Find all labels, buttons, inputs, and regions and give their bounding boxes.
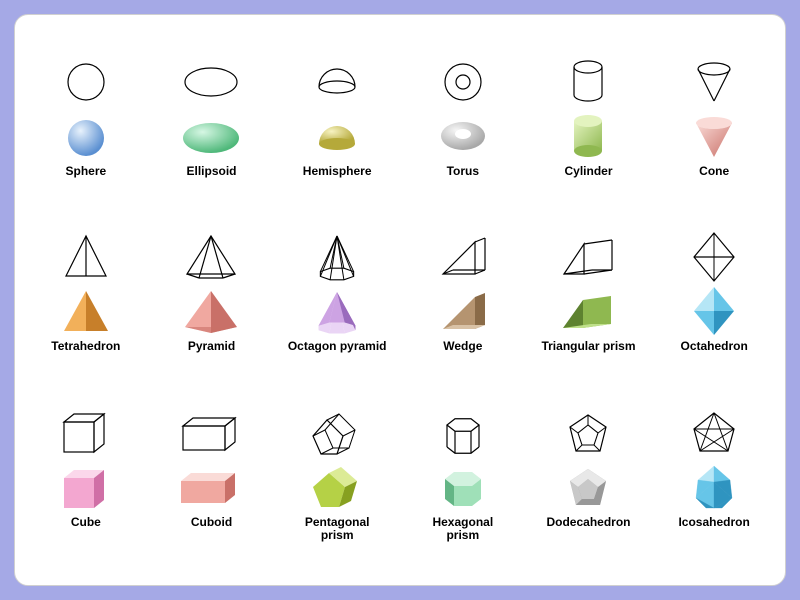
sphere-solid-icon bbox=[25, 109, 147, 163]
shape-label: Pentagonal prism bbox=[305, 516, 370, 542]
triangular-prism-wireframe-icon bbox=[528, 230, 650, 284]
shape-label: Triangular prism bbox=[541, 340, 635, 353]
shape-label: Cuboid bbox=[191, 516, 232, 529]
shape-label: Cone bbox=[699, 165, 729, 178]
shape-label: Wedge bbox=[443, 340, 482, 353]
shape-label: Cylinder bbox=[564, 165, 612, 178]
hexagonal-prism-solid-icon bbox=[402, 460, 524, 514]
shape-label: Icosahedron bbox=[678, 516, 749, 529]
torus-wireframe-icon bbox=[402, 55, 524, 109]
shape-cell-cone: Cone bbox=[651, 53, 777, 228]
cube-solid-icon bbox=[25, 460, 147, 514]
pentagonal-prism-wireframe-icon bbox=[276, 406, 398, 460]
octagon-pyramid-wireframe-icon bbox=[276, 230, 398, 284]
dodecahedron-solid-icon bbox=[528, 460, 650, 514]
wedge-wireframe-icon bbox=[402, 230, 524, 284]
shape-label: Torus bbox=[447, 165, 479, 178]
cuboid-wireframe-icon bbox=[151, 406, 273, 460]
cuboid-solid-icon bbox=[151, 460, 273, 514]
shape-cell-torus: Torus bbox=[400, 53, 526, 228]
octahedron-solid-icon bbox=[653, 284, 775, 338]
hemisphere-solid-icon bbox=[276, 109, 398, 163]
hexagonal-prism-wireframe-icon bbox=[402, 406, 524, 460]
shape-cell-hexagonal-prism: Hexagonal prism bbox=[400, 404, 526, 579]
icosahedron-solid-icon bbox=[653, 460, 775, 514]
pyramid-wireframe-icon bbox=[151, 230, 273, 284]
pentagonal-prism-solid-icon bbox=[276, 460, 398, 514]
tetrahedron-solid-icon bbox=[25, 284, 147, 338]
shape-label: Hemisphere bbox=[303, 165, 372, 178]
shape-cell-hemisphere: Hemisphere bbox=[274, 53, 400, 228]
shape-label: Ellipsoid bbox=[186, 165, 236, 178]
ellipsoid-wireframe-icon bbox=[151, 55, 273, 109]
shape-cell-octahedron: Octahedron bbox=[651, 228, 777, 403]
shape-cell-pentagonal-prism: Pentagonal prism bbox=[274, 404, 400, 579]
cylinder-wireframe-icon bbox=[528, 55, 650, 109]
shape-label: Cube bbox=[71, 516, 101, 529]
wedge-solid-icon bbox=[402, 284, 524, 338]
sphere-wireframe-icon bbox=[25, 55, 147, 109]
tetrahedron-wireframe-icon bbox=[25, 230, 147, 284]
shape-label: Sphere bbox=[65, 165, 106, 178]
page-title: 3D Shapes bbox=[15, 15, 785, 51]
triangular-prism-solid-icon bbox=[528, 284, 650, 338]
shapes-card: 3D Shapes Sphere Ellipsoid Hemisphere Torus… bbox=[14, 14, 786, 586]
shape-label: Hexagonal prism bbox=[432, 516, 493, 542]
shape-cell-octagon-pyramid: Octagon pyramid bbox=[274, 228, 400, 403]
shape-label: Tetrahedron bbox=[51, 340, 120, 353]
page-background: 3D Shapes Sphere Ellipsoid Hemisphere Torus… bbox=[0, 0, 800, 600]
shape-cell-triangular-prism: Triangular prism bbox=[526, 228, 652, 403]
shape-label: Octagon pyramid bbox=[288, 340, 387, 353]
shape-cell-cylinder: Cylinder bbox=[526, 53, 652, 228]
shape-cell-cube: Cube bbox=[23, 404, 149, 579]
ellipsoid-solid-icon bbox=[151, 109, 273, 163]
shape-cell-sphere: Sphere bbox=[23, 53, 149, 228]
shape-cell-icosahedron: Icosahedron bbox=[651, 404, 777, 579]
torus-solid-icon bbox=[402, 109, 524, 163]
cone-solid-icon bbox=[653, 109, 775, 163]
shape-cell-dodecahedron: Dodecahedron bbox=[526, 404, 652, 579]
cylinder-solid-icon bbox=[528, 109, 650, 163]
octahedron-wireframe-icon bbox=[653, 230, 775, 284]
icosahedron-wireframe-icon bbox=[653, 406, 775, 460]
shape-cell-pyramid: Pyramid bbox=[149, 228, 275, 403]
dodecahedron-wireframe-icon bbox=[528, 406, 650, 460]
shape-label: Pyramid bbox=[188, 340, 235, 353]
shapes-grid: Sphere Ellipsoid Hemisphere Torus Cylinder Co… bbox=[15, 51, 785, 585]
shape-label: Octahedron bbox=[680, 340, 747, 353]
hemisphere-wireframe-icon bbox=[276, 55, 398, 109]
shape-cell-wedge: Wedge bbox=[400, 228, 526, 403]
pyramid-solid-icon bbox=[151, 284, 273, 338]
cube-wireframe-icon bbox=[25, 406, 147, 460]
shape-cell-tetrahedron: Tetrahedron bbox=[23, 228, 149, 403]
shape-cell-ellipsoid: Ellipsoid bbox=[149, 53, 275, 228]
shape-label: Dodecahedron bbox=[546, 516, 630, 529]
shape-cell-cuboid: Cuboid bbox=[149, 404, 275, 579]
octagon-pyramid-solid-icon bbox=[276, 284, 398, 338]
cone-wireframe-icon bbox=[653, 55, 775, 109]
